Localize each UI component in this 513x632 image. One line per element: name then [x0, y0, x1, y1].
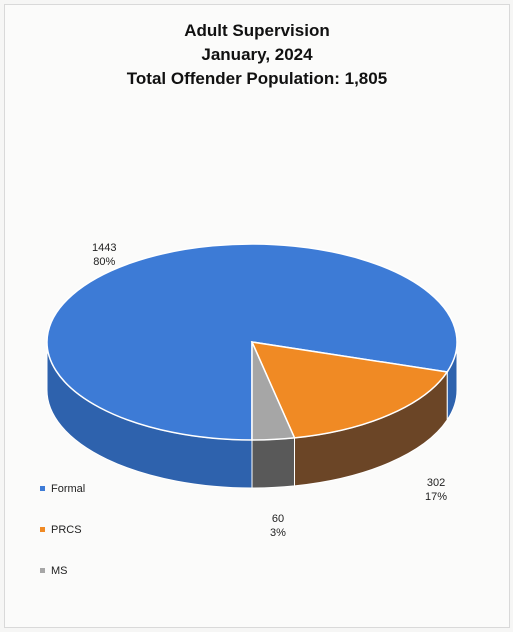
pie-slice-ms — [251, 341, 296, 441]
data-label-formal-percent: 80% — [93, 256, 116, 268]
legend-swatch-formal — [40, 485, 45, 491]
legend-label-prcs: PRCS — [51, 524, 82, 536]
legend-item-prcs[interactable]: PRCS — [40, 523, 85, 537]
legend-swatch-ms — [40, 567, 45, 573]
pie-tops — [46, 243, 458, 441]
legend-label-ms: MS — [51, 565, 68, 577]
pie-slice-prcs — [250, 341, 449, 439]
legend-label-formal: Formal — [51, 483, 86, 495]
data-label-formal-value: 1443 — [92, 242, 117, 254]
legend-swatch-prcs — [40, 526, 45, 532]
chart-legend: Formal PRCS MS — [40, 482, 85, 605]
data-label-formal: 1443 80% — [92, 241, 116, 269]
legend-item-ms[interactable]: MS — [40, 564, 85, 578]
pie-side-ms-0 — [251, 437, 296, 489]
title-line-2: January, 2024 — [201, 45, 313, 64]
title-line-3: Total Offender Population: 1,805 — [126, 69, 388, 88]
data-label-ms-percent: 3% — [270, 527, 286, 539]
data-label-prcs-percent: 17% — [425, 491, 448, 503]
data-label-prcs: 302 17% — [425, 476, 447, 504]
data-label-ms-value: 60 — [271, 513, 285, 525]
data-label-ms: 60 3% — [270, 512, 286, 540]
chart-title: Adult Supervision January, 2024 Total Of… — [5, 19, 509, 91]
title-line-1: Adult Supervision — [184, 21, 330, 40]
legend-item-formal[interactable]: Formal — [40, 482, 85, 496]
data-label-prcs-value: 302 — [426, 477, 446, 489]
